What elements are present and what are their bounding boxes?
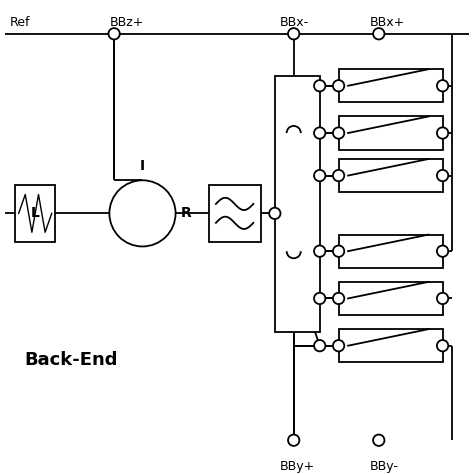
Text: R: R [181,206,192,220]
Circle shape [333,293,344,304]
Circle shape [437,80,448,91]
Text: I: I [140,159,145,173]
Bar [209,185,261,242]
Circle shape [314,293,325,304]
Circle shape [437,170,448,181]
Circle shape [333,340,344,351]
Text: BBz+: BBz+ [109,16,144,29]
Circle shape [437,128,448,139]
Bar [338,329,443,362]
Circle shape [288,435,300,446]
Circle shape [437,293,448,304]
Text: BBx+: BBx+ [369,16,405,29]
Circle shape [333,170,344,181]
Bar [338,117,443,150]
Bar [15,185,55,242]
Text: Back-End: Back-End [24,351,118,369]
Bar [338,235,443,268]
Circle shape [314,80,325,91]
Text: Ref: Ref [10,16,31,29]
Circle shape [288,28,300,39]
Circle shape [437,246,448,257]
Circle shape [373,435,384,446]
Bar [275,76,319,331]
Text: BBy-: BBy- [369,460,398,474]
Circle shape [314,246,325,257]
Circle shape [333,128,344,139]
Circle shape [373,28,384,39]
Bar [338,282,443,315]
Circle shape [269,208,281,219]
Text: L: L [30,206,39,220]
Bar [338,69,443,102]
Bar [338,159,443,192]
Circle shape [314,340,325,351]
Circle shape [314,128,325,139]
Circle shape [314,170,325,181]
Circle shape [109,28,120,39]
Circle shape [109,180,175,246]
Circle shape [333,246,344,257]
Circle shape [437,340,448,351]
Text: BBx-: BBx- [280,16,309,29]
Circle shape [333,80,344,91]
Text: BBy+: BBy+ [280,460,315,474]
